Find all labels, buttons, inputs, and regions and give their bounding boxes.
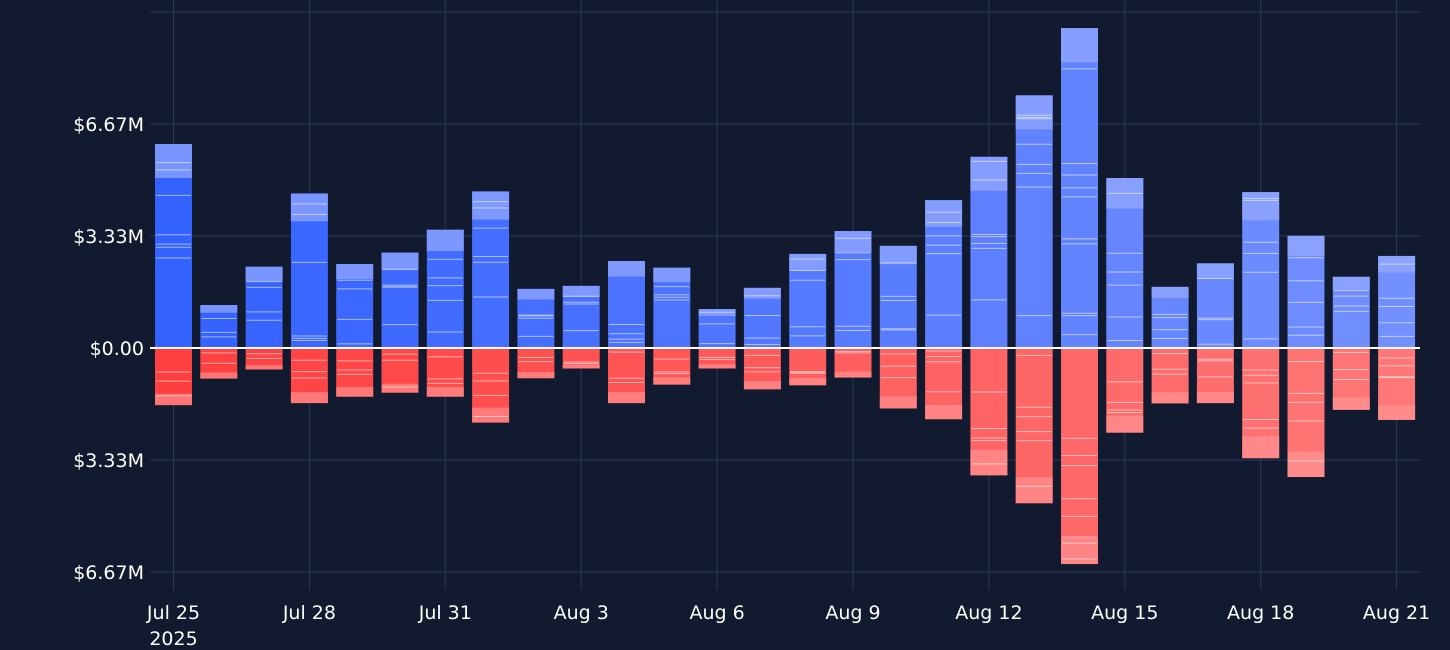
positive-bar-cap	[426, 229, 464, 252]
x-tick-label: Aug 6	[689, 602, 744, 624]
x-tick-label: Aug 21	[1363, 602, 1430, 624]
positive-bar-cap	[743, 287, 781, 299]
y-tick-label: $3.33M	[73, 450, 144, 472]
negative-bar-cap	[834, 371, 872, 378]
negative-bar-cap	[1015, 477, 1053, 504]
negative-bar	[698, 348, 736, 369]
negative-bar-cap	[562, 364, 600, 369]
positive-bar-cap	[1242, 192, 1280, 221]
negative-bar-cap	[517, 372, 555, 379]
positive-bar-cap	[1287, 235, 1325, 256]
negative-bar-cap	[1242, 436, 1280, 459]
negative-bar-cap	[1061, 538, 1098, 565]
x-tick-label: Aug 12	[955, 602, 1022, 624]
negative-bar-cap	[879, 396, 917, 409]
negative-bar-cap	[743, 381, 781, 390]
x-tick-label: Aug 18	[1227, 602, 1294, 624]
positive-bar-cap	[834, 231, 872, 253]
y-tick-label: $6.67M	[73, 114, 144, 136]
negative-bar-cap	[245, 365, 283, 370]
x-tick-label: Jul 31	[418, 602, 472, 624]
negative-bar-cap	[1151, 392, 1189, 404]
bar-group	[155, 28, 1416, 565]
positive-bar-cap	[1015, 95, 1053, 130]
negative-bar-cap	[336, 386, 374, 397]
y-tick-label: $0.00	[90, 338, 144, 360]
x-tick-label: Aug 15	[1091, 602, 1158, 624]
x-tick-label: Jul 25	[146, 602, 200, 624]
negative-bar-cap	[381, 383, 419, 393]
x-tick-label: Aug 3	[554, 602, 609, 624]
negative-bar-cap	[970, 449, 1008, 476]
y-tick-label: $3.33M	[73, 226, 144, 248]
positive-bar-cap	[381, 252, 419, 270]
positive-bar-cap	[336, 264, 374, 280]
positive-bar-cap	[608, 260, 645, 277]
positive-bar-cap	[1061, 28, 1098, 63]
positive-bar-cap	[290, 193, 328, 222]
x-axis-labels: Jul 25 2025 Jul 28 Jul 31 Aug 3 Aug 6 Aug 9 Aug…	[146, 602, 1430, 650]
negative-bar-cap	[698, 364, 736, 369]
negative-bar-cap	[1196, 392, 1234, 404]
x-tick-label: Jul 28	[282, 602, 336, 624]
positive-bar-cap	[1196, 263, 1234, 279]
positive-bar-cap	[1151, 286, 1189, 298]
negative-bar-cap	[472, 407, 510, 423]
positive-bar-cap	[789, 253, 827, 271]
negative-bar-cap	[1287, 451, 1325, 478]
positive-bar	[1015, 95, 1053, 348]
negative-bar-cap	[608, 392, 645, 404]
positive-bar-cap	[245, 266, 283, 282]
x-tick-sublabel: 2025	[149, 628, 197, 650]
negative-bar-cap	[1332, 397, 1370, 410]
positive-bar-cap	[517, 288, 555, 300]
negative-bar-cap	[200, 372, 238, 379]
positive-bar-cap	[653, 267, 691, 283]
negative-bar-cap	[1378, 405, 1416, 420]
positive-bar-cap	[155, 144, 192, 179]
negative-bar-cap	[789, 377, 827, 386]
negative-bar-cap	[925, 404, 963, 420]
x-tick-label: Aug 9	[825, 602, 880, 624]
negative-bar-cap	[155, 393, 192, 406]
positive-bar-cap	[879, 245, 917, 265]
positive-bar-cap	[472, 191, 510, 220]
negative-bar-cap	[290, 392, 328, 404]
y-axis-labels: $6.67M $3.33M $0.00 $3.33M $6.67M	[73, 114, 144, 584]
negative-bar-cap	[653, 377, 691, 385]
y-tick-label: $6.67M	[73, 562, 144, 584]
negative-bar-cap	[1106, 415, 1144, 433]
positive-bar-cap	[200, 304, 238, 313]
negative-bar-cap	[426, 386, 464, 397]
positive-bar-cap	[970, 156, 1008, 191]
positive-bar-cap	[562, 285, 600, 298]
positive-bar-cap	[1332, 276, 1370, 290]
